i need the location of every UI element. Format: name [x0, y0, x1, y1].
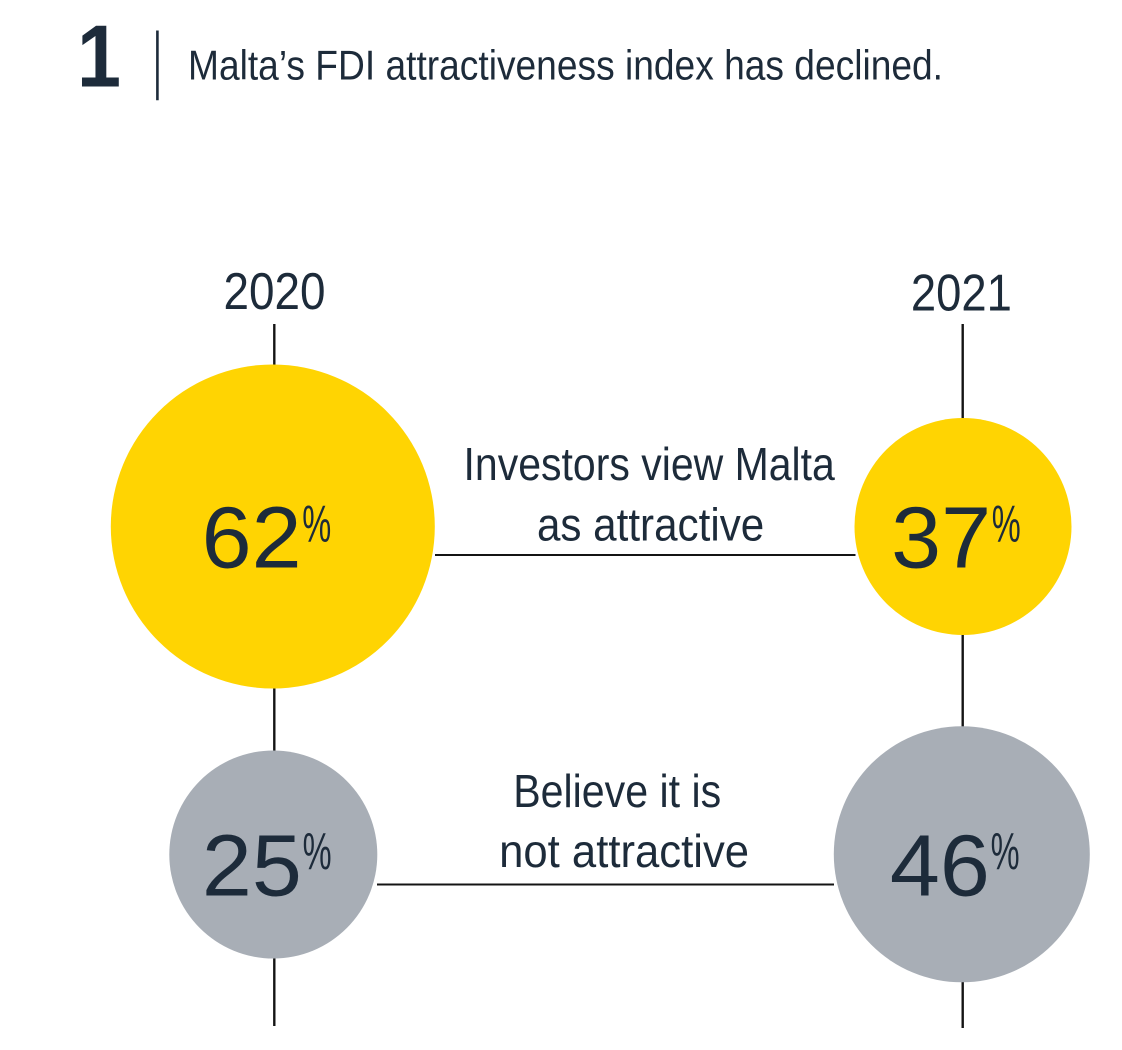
svg-text:37: 37 — [891, 490, 991, 587]
svg-text:25: 25 — [202, 818, 302, 915]
svg-text:%: % — [302, 494, 331, 552]
svg-text:Believe it is: Believe it is — [513, 765, 721, 817]
svg-text:2021: 2021 — [911, 264, 1012, 322]
svg-text:not attractive: not attractive — [499, 825, 749, 877]
svg-text:62: 62 — [202, 490, 302, 587]
svg-text:1: 1 — [77, 7, 121, 106]
svg-text:%: % — [991, 822, 1020, 880]
svg-text:46: 46 — [890, 818, 990, 915]
svg-text:Investors view Malta: Investors view Malta — [464, 438, 836, 490]
svg-text:2020: 2020 — [224, 262, 326, 320]
svg-text:%: % — [303, 822, 332, 880]
svg-text:%: % — [992, 494, 1021, 552]
svg-text:as attractive: as attractive — [537, 499, 764, 551]
svg-text:Malta’s FDI attractiveness ind: Malta’s FDI attractiveness index has dec… — [188, 42, 943, 89]
